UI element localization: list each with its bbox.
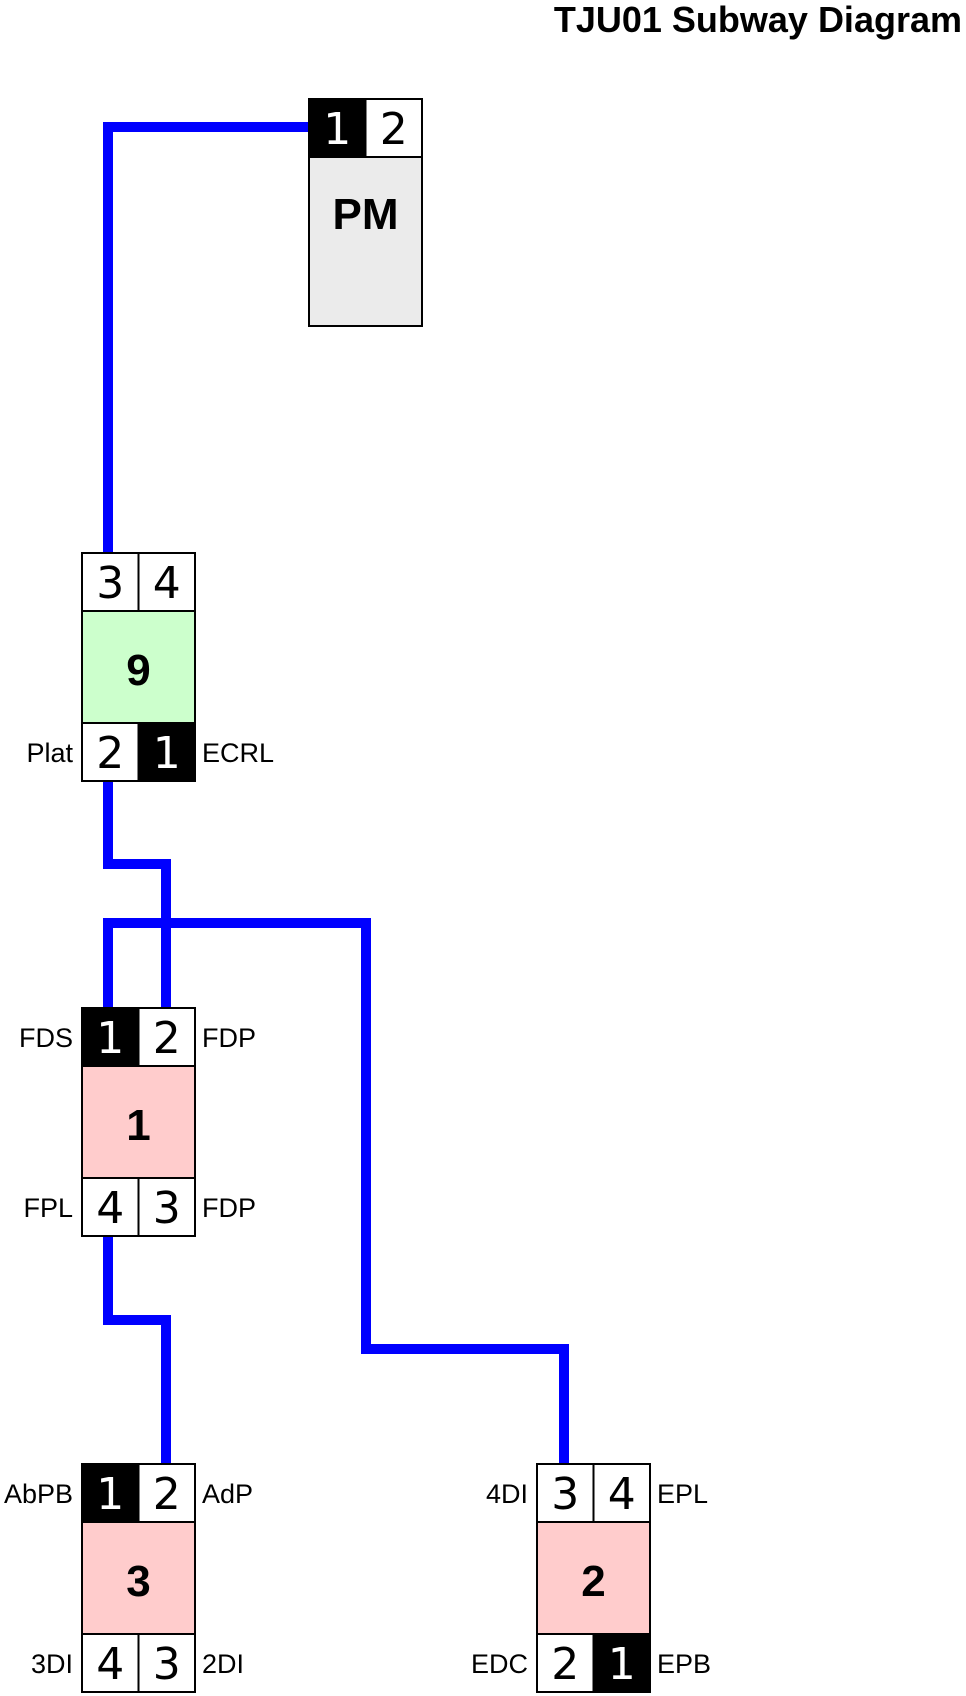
connection-pm1-to-9-3 [103,122,310,553]
svg-text:3: 3 [153,1639,181,1690]
module-3[interactable]: 3 1 2 4 3 AbPB AdP 3DI 2DI [4,1463,253,1693]
module-body [308,156,423,327]
module-body [81,1065,196,1179]
module-label: 2 [581,1557,605,1606]
module-body [536,1521,651,1635]
module-body [81,1521,196,1635]
port-bottom-2[interactable]: 2 [81,722,140,782]
port-top-1[interactable]: 1 [81,1463,140,1523]
svg-text:1: 1 [323,104,351,155]
svg-text:1: 1 [96,1469,124,1520]
svg-text:4: 4 [608,1469,636,1520]
port-bottom-4[interactable]: 4 [81,1633,140,1693]
port-label-fds: FDS [19,1023,73,1053]
port-top-2[interactable]: 2 [137,1007,196,1067]
svg-text:3: 3 [551,1469,579,1520]
connection-9-2-to-1-2 [103,781,171,1008]
port-top-3[interactable]: 3 [536,1463,595,1523]
port-label-plat: Plat [26,738,73,768]
svg-text:4: 4 [96,1183,124,1234]
svg-text:1: 1 [153,728,181,779]
port-bottom-3[interactable]: 3 [137,1177,196,1237]
port-bottom-1[interactable]: 1 [137,722,196,782]
svg-text:2: 2 [380,104,408,155]
module-9[interactable]: 9 3 4 2 1 Plat ECRL [26,552,274,782]
port-label-epl: EPL [657,1479,708,1509]
port-label-abpb: AbPB [4,1479,73,1509]
port-top-1[interactable]: 1 [308,98,367,158]
svg-text:3: 3 [153,1183,181,1234]
svg-text:4: 4 [96,1639,124,1690]
port-bottom-3[interactable]: 3 [137,1633,196,1693]
module-2[interactable]: 2 3 4 2 1 4DI EPL EDC EPB [471,1463,711,1693]
port-label-fpl: FPL [23,1193,73,1223]
connection-1-1-to-2-3 [103,918,569,1464]
module-pm[interactable]: PM 1 2 [308,98,423,327]
port-label-ecrl: ECRL [202,738,274,768]
port-label-edc: EDC [471,1649,528,1679]
svg-text:1: 1 [608,1639,636,1690]
svg-text:2: 2 [153,1469,181,1520]
port-top-4[interactable]: 4 [592,1463,651,1523]
module-label: PM [333,190,399,239]
port-label-adp: AdP [202,1479,253,1509]
svg-text:2: 2 [551,1639,579,1690]
svg-text:2: 2 [96,728,124,779]
port-top-4[interactable]: 4 [137,552,196,612]
port-top-2[interactable]: 2 [137,1463,196,1523]
port-label-fdp-top: FDP [202,1023,256,1053]
svg-text:2: 2 [153,1013,181,1064]
port-bottom-4[interactable]: 4 [81,1177,140,1237]
port-top-1[interactable]: 1 [81,1007,140,1067]
port-label-epb: EPB [657,1649,711,1679]
module-label: 3 [126,1557,150,1606]
svg-text:1: 1 [96,1013,124,1064]
page-title: TJU01 Subway Diagram [554,0,962,40]
port-bottom-2[interactable]: 2 [536,1633,595,1693]
module-1[interactable]: 1 1 2 4 3 FDS FDP FPL FDP [19,1007,256,1237]
port-bottom-1[interactable]: 1 [592,1633,651,1693]
svg-text:3: 3 [96,558,124,609]
connection-lines [103,122,569,1464]
port-top-2[interactable]: 2 [364,98,423,158]
svg-text:4: 4 [153,558,181,609]
module-label: 1 [126,1101,150,1150]
port-label-fdp-bottom: FDP [202,1193,256,1223]
port-label-4di: 4DI [486,1479,528,1509]
connection-1-4-to-3-2 [103,1236,171,1464]
port-label-3di: 3DI [31,1649,73,1679]
module-label: 9 [126,646,150,695]
port-label-2di: 2DI [202,1649,244,1679]
port-top-3[interactable]: 3 [81,552,140,612]
